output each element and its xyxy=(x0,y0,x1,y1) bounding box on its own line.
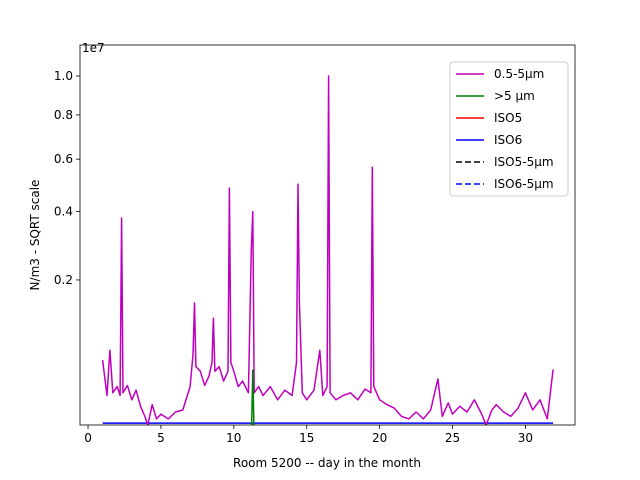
x-tick-label: 5 xyxy=(157,431,165,445)
y-offset-text: 1e7 xyxy=(82,41,105,55)
plot-area xyxy=(101,75,554,425)
y-tick-label: 0.2 xyxy=(54,273,73,287)
legend-label: ISO5 xyxy=(494,111,522,125)
x-tick-label: 15 xyxy=(299,431,314,445)
x-tick-label: 30 xyxy=(518,431,533,445)
series-line xyxy=(101,75,554,425)
y-tick-label: 0.6 xyxy=(54,152,73,166)
x-tick-label: 25 xyxy=(445,431,460,445)
legend-label: ISO6-5µm xyxy=(494,177,554,191)
legend-label: ISO6 xyxy=(494,133,522,147)
legend-label: ISO5-5µm xyxy=(494,155,554,169)
x-tick-label: 10 xyxy=(226,431,241,445)
x-axis-label: Room 5200 -- day in the month xyxy=(233,456,421,470)
legend-label: 0.5-5µm xyxy=(494,67,544,81)
legend-label: >5 µm xyxy=(494,89,535,103)
axes-frame xyxy=(79,44,576,426)
series-line xyxy=(250,369,255,425)
y-tick-label: 1.0 xyxy=(54,69,73,83)
legend-box xyxy=(449,61,569,197)
x-tick-label: 20 xyxy=(372,431,387,445)
y-tick-label: 0.4 xyxy=(54,205,73,219)
y-tick-label: 0.8 xyxy=(54,108,73,122)
y-axis-label: N/m3 - SQRT scale xyxy=(28,180,42,291)
x-tick-label: 0 xyxy=(84,431,92,445)
